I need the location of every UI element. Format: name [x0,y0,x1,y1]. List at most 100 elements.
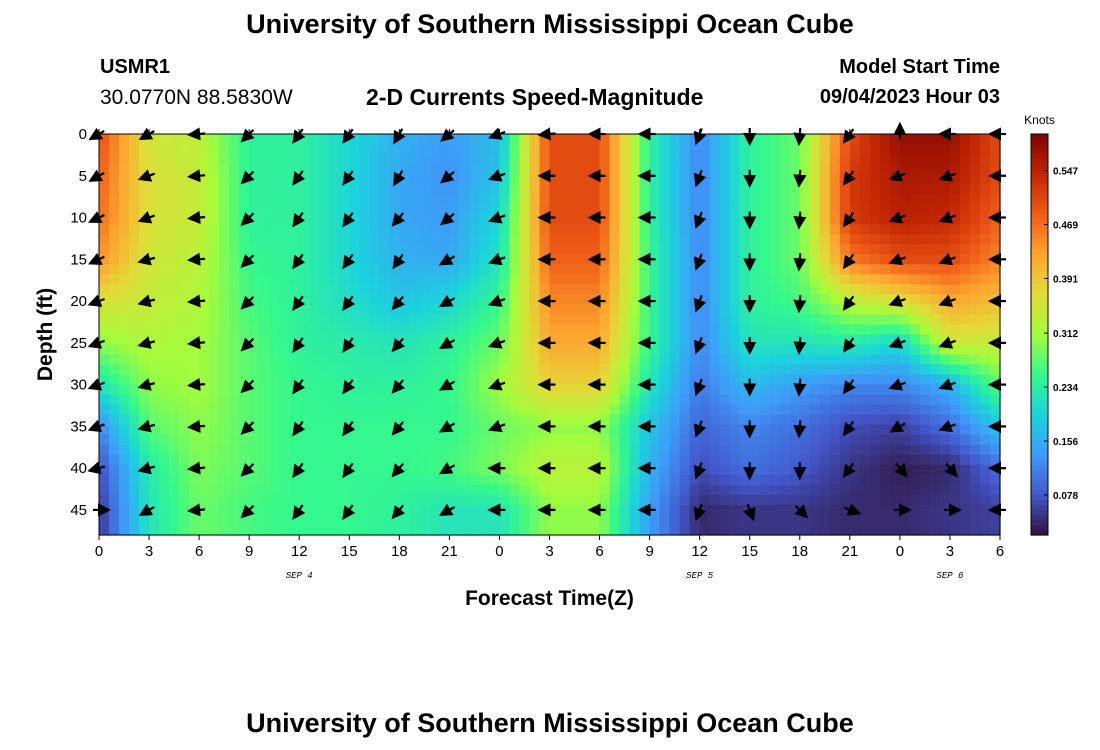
heatmap-cell [359,274,370,285]
heatmap-cell [409,214,420,225]
heatmap-cell [119,484,130,496]
heatmap-cell [769,404,781,416]
heatmap-cell [499,304,511,316]
heatmap-cell [939,484,951,496]
heatmap-cell [379,264,390,275]
heatmap-cell [329,224,340,235]
heatmap-cell [799,284,811,296]
heatmap-cell [269,304,280,316]
heatmap-cell [219,304,230,316]
heatmap-cell [249,134,260,145]
heatmap-cell [409,204,420,215]
heatmap-cell [509,144,521,155]
heatmap-cell [519,524,531,536]
heatmap-cell [419,244,430,255]
heatmap-cell [729,354,741,366]
heatmap-cell [339,244,350,255]
heatmap-cell [779,464,791,476]
heatmap-cell [229,504,240,516]
heatmap-cell [319,254,330,265]
heatmap-cell [489,194,501,205]
heatmap-cell [319,354,330,366]
heatmap-cell [469,434,481,446]
heatmap-cell [479,384,491,396]
heatmap-cell [139,224,150,235]
heatmap-cell [289,144,300,155]
heatmap-cell [909,514,921,526]
heatmap-cell [429,374,440,386]
heatmap-cell [799,404,811,416]
heatmap-cell [819,464,831,476]
heatmap-cell [209,234,220,245]
heatmap-cell [799,424,811,436]
heatmap-cell [969,344,981,356]
heatmap-cell [929,134,941,145]
heatmap-cell [269,314,280,326]
heatmap-cell [989,224,1001,235]
heatmap-cell [659,324,671,336]
heatmap-cell [499,424,511,436]
heatmap-cell [259,474,270,486]
heatmap-cell [829,234,841,245]
heatmap-cell [389,484,400,496]
heatmap-cell [359,154,370,165]
current-vector-arrow [292,504,306,520]
heatmap-cell [279,234,290,245]
heatmap-cell [309,514,320,526]
heatmap-cell [509,254,521,265]
heatmap-cell [119,394,130,406]
station-coordinates: 30.0770N 88.5830W [100,86,293,109]
heatmap-cell [849,324,861,336]
heatmap-cell [599,464,611,476]
heatmap-cell [549,204,561,215]
heatmap-cell [859,344,871,356]
heatmap-cell [979,494,991,506]
heatmap-cell [919,194,931,205]
heatmap-cell [379,244,390,255]
heatmap-cell [279,294,290,306]
heatmap-cell [669,364,681,376]
heatmap-cell [559,204,571,215]
heatmap-cell [289,304,300,316]
heatmap-cell [169,404,180,416]
heatmap-cell [759,304,771,316]
heatmap-cell [839,204,851,215]
heatmap-cell [759,164,771,175]
heatmap-cell [229,274,240,285]
heatmap-cell [559,314,571,326]
current-vector-arrow [693,169,707,188]
heatmap-cell [709,194,721,205]
heatmap-cell [199,274,210,285]
heatmap-cell [269,424,280,436]
heatmap-cell [919,384,931,396]
heatmap-cell [469,364,481,376]
heatmap-cell [219,384,230,396]
heatmap-cell [369,424,380,436]
heatmap-cell [659,254,671,265]
heatmap-cell [859,374,871,386]
heatmap-cell [349,344,360,356]
heatmap-cell [949,194,961,205]
current-vector-arrow [793,420,807,439]
heatmap-cell [519,334,531,346]
heatmap-cell [99,204,110,215]
heatmap-cell [729,374,741,386]
heatmap-cell [609,244,621,255]
current-vector-arrow [693,378,707,397]
heatmap-cell [879,204,891,215]
heatmap-cell [309,524,320,536]
heatmap-cell [279,514,290,526]
heatmap-cell [599,484,611,496]
heatmap-cell [409,364,420,376]
heatmap-cell [959,514,971,526]
heatmap-cell [729,344,741,356]
heatmap-cell [619,384,631,396]
heatmap-cell [619,404,631,416]
heatmap-cell [759,264,771,275]
heatmap-cell [669,134,681,145]
heatmap-cell [589,434,601,446]
heatmap-cell [229,384,240,396]
heatmap-cell [709,204,721,215]
heatmap-cell [909,414,921,426]
heatmap-cell [979,404,991,416]
